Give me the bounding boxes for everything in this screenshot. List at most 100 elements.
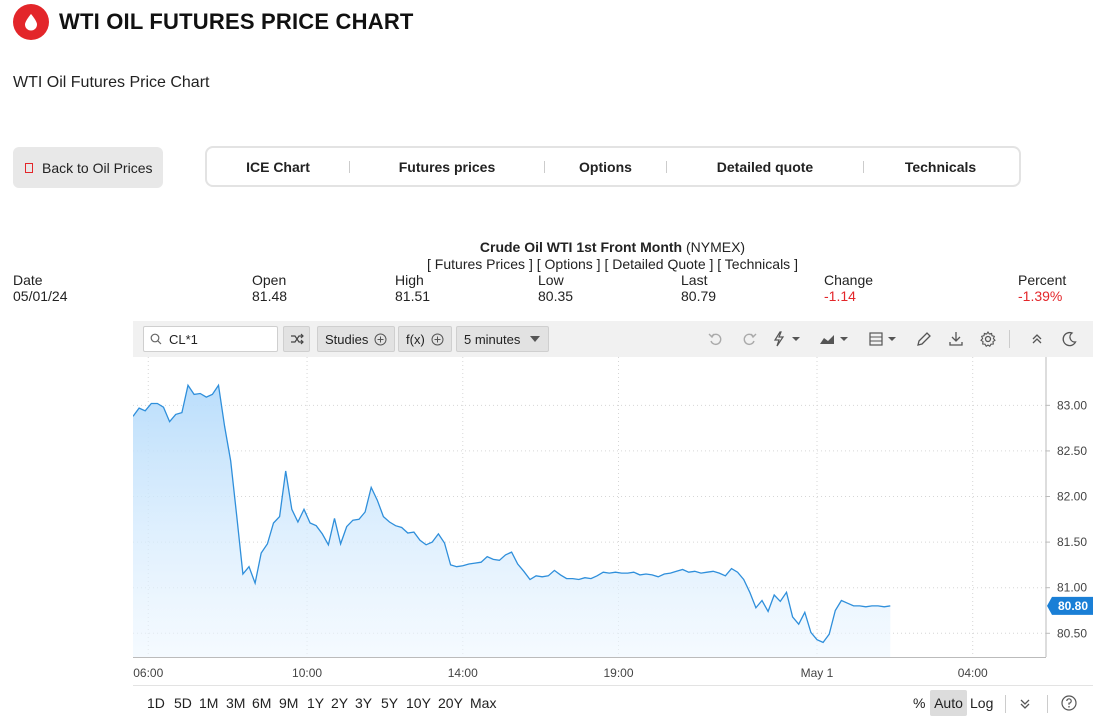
draw-pencil-icon[interactable] <box>914 329 934 349</box>
last-price-tag-shape <box>1047 596 1093 615</box>
page-title: WTI OIL FUTURES PRICE CHART <box>59 9 414 34</box>
studies-label: Studies <box>325 331 369 347</box>
range-20y[interactable]: 20Y <box>438 695 463 711</box>
quote-title: Crude Oil WTI 1st Front Month (NYMEX) <box>0 239 1095 255</box>
quote-date-value: 05/01/24 <box>13 288 68 304</box>
quote-links: [ Futures Prices ] [ Options ] [ Detaile… <box>0 256 1095 272</box>
range-2y[interactable]: 2Y <box>331 695 349 711</box>
tab-divider <box>349 160 350 173</box>
search-icon <box>150 333 162 345</box>
quote-change-value: -1.14 <box>824 288 856 304</box>
footer-divider <box>1005 695 1006 713</box>
tab-detailed-quote[interactable]: Detailed quote <box>716 158 814 175</box>
back-button-label: Back to Oil Prices <box>42 159 153 176</box>
y-tick-label: 80.50 <box>1057 626 1087 640</box>
quote-date: Date 05/01/24 <box>13 272 68 304</box>
plus-circle-icon <box>431 333 444 345</box>
x-tick-label: 19:00 <box>603 666 633 680</box>
tab-options[interactable]: Options <box>579 158 632 175</box>
help-icon[interactable] <box>1059 693 1079 713</box>
expand-down-icon[interactable] <box>1015 694 1035 714</box>
last-price-tag-label: 80.80 <box>1058 599 1088 613</box>
detailed-quote-link[interactable]: [ Detailed Quote ] <box>604 256 714 272</box>
y-tick-label: 81.50 <box>1057 535 1087 549</box>
quote-change-label: Change <box>824 272 874 288</box>
quote-percent: Percent -1.39% <box>1018 272 1066 304</box>
quote-open-value: 81.48 <box>252 288 288 304</box>
tab-divider <box>666 160 667 173</box>
tab-divider <box>544 160 545 173</box>
range-5y[interactable]: 5Y <box>381 695 399 711</box>
range-9m[interactable]: 9M <box>279 695 299 711</box>
shuffle-icon <box>290 333 304 345</box>
quote-high-value: 81.51 <box>395 288 431 304</box>
lightning-icon[interactable] <box>771 329 803 349</box>
layout-icon[interactable] <box>867 329 901 349</box>
range-3m[interactable]: 3M <box>226 695 246 711</box>
quote-last: Last 80.79 <box>681 272 716 304</box>
tab-technicals[interactable]: Technicals <box>904 158 977 175</box>
settings-gear-icon[interactable] <box>978 329 998 349</box>
range-5d[interactable]: 5D <box>174 695 192 711</box>
interval-label: 5 minutes <box>464 331 521 347</box>
compare-symbol-button[interactable] <box>283 326 310 352</box>
tab-futures-prices[interactable]: Futures prices <box>398 158 496 175</box>
quote-change: Change -1.14 <box>824 272 873 304</box>
range-1d[interactable]: 1D <box>147 695 165 711</box>
download-icon[interactable] <box>946 329 966 349</box>
price-chart[interactable]: 83.00 82.50 82.00 81.50 81.00 80.50 06:00 10:0… <box>133 357 1093 685</box>
y-tick-label: 82.50 <box>1057 444 1087 458</box>
tab-bar: ICE Chart Futures prices Options Detaile… <box>205 146 1021 187</box>
x-tick-label: 10:00 <box>292 666 322 680</box>
range-1m[interactable]: 1M <box>199 695 219 711</box>
page-subtitle: WTI Oil Futures Price Chart <box>13 74 210 91</box>
chevron-down-icon <box>530 336 541 342</box>
toolbar-divider <box>1009 330 1010 348</box>
symbol-search-input[interactable]: CL*1 <box>143 326 278 352</box>
redo-icon[interactable] <box>739 329 759 349</box>
collapse-up-icon[interactable] <box>1027 329 1047 349</box>
y-tick-label: 81.00 <box>1057 581 1087 595</box>
quote-percent-label: Percent <box>1018 272 1067 288</box>
last-price-tag: 80.80 <box>1047 596 1093 615</box>
dark-mode-moon-icon[interactable] <box>1059 329 1079 349</box>
log-scale-toggle[interactable]: Log <box>970 695 994 711</box>
chart-type-icon[interactable] <box>817 329 851 349</box>
chart-footer: 1D 5D 1M 3M 6M 9M 1Y 2Y 3Y 5Y 10Y 20Y Max % Auto Log <box>133 685 1093 720</box>
quote-last-label: Last <box>681 272 708 288</box>
auto-scale-label: Auto <box>934 695 963 711</box>
chart-toolbar: CL*1 Studies f(x) 5 minutes <box>133 321 1093 357</box>
quote-low: Low 80.35 <box>538 272 573 304</box>
quote-contract-name: Crude Oil WTI 1st Front Month <box>479 239 683 255</box>
quote-percent-value: -1.39% <box>1018 288 1063 304</box>
y-axis: 83.00 82.50 82.00 81.50 81.00 80.50 <box>1045 357 1087 657</box>
range-10y[interactable]: 10Y <box>406 695 431 711</box>
quote-low-value: 80.35 <box>538 288 574 304</box>
quote-open-label: Open <box>252 272 287 288</box>
functions-button[interactable]: f(x) <box>398 326 452 352</box>
back-arrow-icon <box>25 162 33 173</box>
studies-button[interactable]: Studies <box>317 326 396 352</box>
range-3y[interactable]: 3Y <box>355 695 373 711</box>
quote-high: High 81.51 <box>395 272 430 304</box>
quote-exchange: (NYMEX) <box>685 239 746 255</box>
auto-scale-toggle[interactable]: Auto <box>930 690 967 716</box>
back-to-oil-prices-button[interactable]: Back to Oil Prices <box>13 147 163 188</box>
futures-prices-link[interactable]: [ Futures Prices ] <box>427 256 533 272</box>
options-link[interactable]: [ Options ] <box>536 256 601 272</box>
quote-date-label: Date <box>13 272 43 288</box>
functions-label: f(x) <box>406 331 425 347</box>
technicals-link[interactable]: [ Technicals ] <box>717 256 798 272</box>
quote-high-label: High <box>395 272 424 288</box>
price-line <box>133 383 891 644</box>
percent-toggle[interactable]: % <box>913 695 926 711</box>
range-max[interactable]: Max <box>470 695 497 711</box>
x-tick-label: May 1 <box>801 666 834 680</box>
tab-ice-chart[interactable]: ICE Chart <box>246 158 310 175</box>
x-axis: 06:00 10:00 14:00 19:00 May 1 04:00 <box>133 657 1046 680</box>
symbol-search-value: CL*1 <box>169 331 198 347</box>
interval-select[interactable]: 5 minutes <box>456 326 549 352</box>
range-1y[interactable]: 1Y <box>307 695 325 711</box>
range-6m[interactable]: 6M <box>252 695 272 711</box>
undo-icon[interactable] <box>706 329 726 349</box>
